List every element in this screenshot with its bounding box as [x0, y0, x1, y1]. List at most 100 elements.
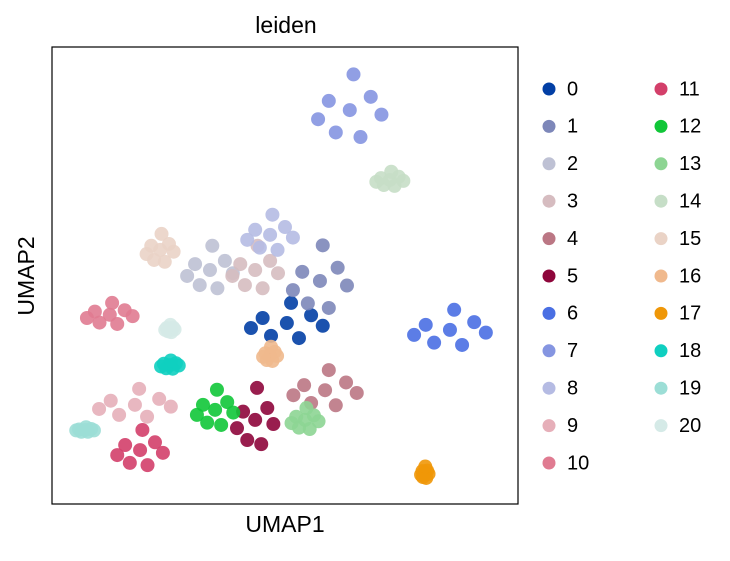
point — [342, 103, 357, 118]
point — [226, 405, 241, 420]
point — [154, 226, 169, 241]
point — [263, 227, 278, 242]
point — [442, 322, 457, 337]
legend-marker — [542, 194, 556, 208]
legend-label: 12 — [679, 116, 701, 138]
point — [135, 422, 150, 437]
point — [315, 238, 330, 253]
point — [266, 417, 281, 432]
point — [225, 268, 240, 283]
legend-label: 4 — [567, 228, 578, 250]
point — [467, 315, 482, 330]
point — [270, 242, 285, 257]
point — [233, 257, 248, 272]
point — [330, 260, 345, 275]
point — [79, 420, 94, 435]
legend-marker — [542, 381, 556, 395]
point — [110, 316, 125, 331]
point — [252, 240, 267, 255]
point — [418, 317, 433, 332]
point — [304, 308, 319, 323]
point — [427, 335, 442, 350]
point — [447, 302, 462, 317]
point — [328, 125, 343, 140]
point — [300, 296, 315, 311]
legend-marker — [654, 157, 668, 171]
point — [79, 311, 94, 326]
point — [163, 399, 178, 414]
point — [321, 93, 336, 108]
legend-marker — [654, 232, 668, 246]
point — [220, 395, 235, 410]
point — [248, 263, 263, 278]
point — [152, 391, 167, 406]
point — [260, 401, 275, 416]
point — [237, 278, 252, 293]
point — [180, 268, 195, 283]
point — [278, 220, 292, 235]
point — [407, 327, 422, 342]
point — [264, 339, 279, 354]
legend-marker — [654, 194, 668, 208]
legend-label: 7 — [567, 340, 578, 362]
legend-marker — [542, 119, 556, 133]
point — [478, 325, 493, 340]
point — [140, 409, 155, 424]
point — [328, 398, 343, 413]
point — [240, 232, 255, 247]
point — [209, 382, 224, 397]
point — [122, 455, 137, 470]
point — [255, 281, 270, 296]
y-axis-label: UMAP2 — [13, 236, 39, 315]
point — [110, 448, 125, 463]
legend-label: 0 — [567, 78, 578, 100]
legend-marker — [654, 119, 668, 133]
point — [157, 254, 172, 269]
point — [285, 230, 300, 245]
point — [297, 378, 312, 393]
point — [163, 353, 178, 368]
point — [369, 174, 384, 189]
point — [396, 173, 411, 188]
point — [155, 445, 170, 460]
point — [105, 295, 120, 310]
point — [271, 266, 286, 281]
legend-label: 8 — [567, 377, 578, 399]
point — [92, 401, 107, 416]
points — [69, 67, 493, 485]
point — [240, 433, 255, 448]
point — [321, 363, 336, 378]
legend-marker — [542, 344, 556, 358]
point — [139, 247, 154, 262]
point — [299, 401, 314, 416]
legend-marker — [654, 419, 668, 433]
point — [321, 300, 336, 315]
point — [250, 380, 265, 395]
point — [147, 435, 162, 450]
point — [418, 459, 433, 474]
point — [127, 397, 142, 412]
legend-marker — [542, 157, 556, 171]
point — [112, 407, 127, 422]
point — [339, 375, 354, 390]
point — [311, 414, 326, 429]
legend-label: 20 — [679, 415, 701, 437]
legend-label: 6 — [567, 303, 578, 325]
point — [188, 257, 203, 272]
legend-label: 5 — [567, 265, 578, 287]
point — [202, 263, 217, 278]
point — [285, 283, 300, 298]
legend-marker — [542, 82, 556, 96]
point — [195, 397, 210, 412]
point — [339, 278, 354, 293]
point — [346, 67, 361, 82]
point — [254, 437, 269, 452]
point — [284, 295, 299, 310]
legend-label: 16 — [679, 265, 701, 287]
point — [192, 278, 207, 293]
legend-marker — [542, 419, 556, 433]
point — [279, 316, 294, 331]
point — [353, 130, 368, 145]
point — [363, 89, 378, 104]
